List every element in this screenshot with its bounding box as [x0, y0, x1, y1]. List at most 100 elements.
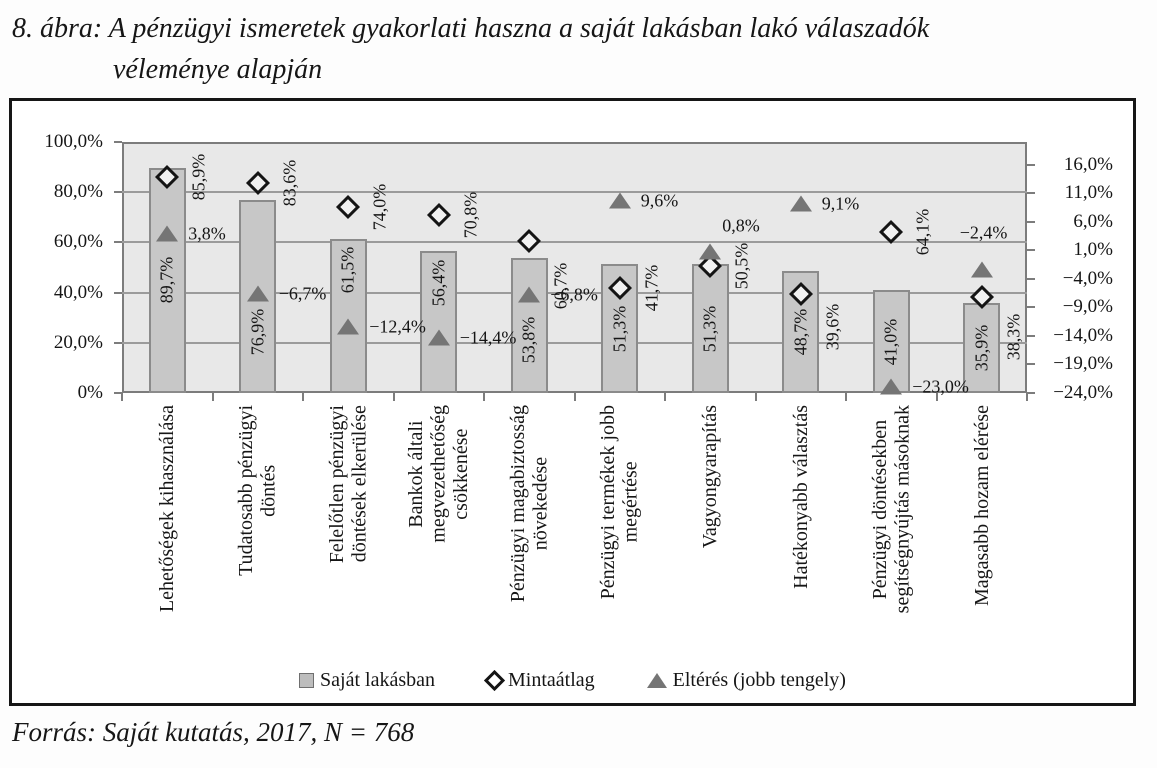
axis-tick — [121, 393, 123, 401]
axis-tick — [1027, 277, 1035, 280]
bar-value-label: 61,5% — [337, 246, 358, 294]
bar — [872, 290, 910, 393]
triangle-marker — [970, 261, 993, 278]
gridline — [122, 241, 1027, 244]
figure-title-line1: 8. ábra: A pénzügyi ismeretek gyakorlati… — [12, 13, 930, 44]
right-axis-tick-label: 16,0% — [1063, 153, 1113, 175]
bar — [963, 302, 1001, 393]
category-label-cell: Hatékonyabb választás — [756, 405, 847, 655]
category-label: Lehetőségek kihasználása — [156, 405, 179, 613]
triangle-marker — [608, 192, 631, 209]
axis-tick — [1026, 393, 1028, 401]
legend-diamond-icon — [483, 669, 506, 691]
figure-title: 8. ábra: A pénzügyi ismeretek gyakorlati… — [12, 8, 929, 90]
left-axis-tick-label: 0% — [77, 382, 103, 403]
axis-tick — [114, 392, 122, 394]
triangle-value-label: −12,4% — [369, 316, 426, 337]
right-axis-tick-label: −14,0% — [1053, 324, 1113, 346]
legend: Saját lakásban Mintaátlag Eltérés (jobb te… — [12, 665, 1133, 695]
triangle-value-label: 3,8% — [188, 223, 226, 244]
bar-value-label: 56,4% — [428, 259, 449, 307]
axis-tick — [114, 291, 122, 294]
diamond-marker — [517, 228, 542, 253]
category-label: Magasabb hozam elérése — [970, 405, 993, 607]
category-label: Pénzügyi magabiztosság növekedése — [506, 405, 552, 603]
axis-tick — [1027, 249, 1035, 252]
bar — [420, 251, 458, 393]
legend-label: Saját lakásban — [320, 668, 436, 691]
axis-tick — [664, 393, 666, 401]
bar-value-label: 35,9% — [971, 324, 992, 372]
right-axis-tick-label: 6,0% — [1073, 210, 1113, 232]
left-axis-tick-label: 40,0% — [53, 281, 103, 303]
bar-value-label: 53,8% — [518, 317, 539, 364]
bar-value-label: 89,7% — [156, 257, 177, 304]
axis-tick — [114, 341, 122, 344]
triangle-value-label: 9,1% — [821, 193, 860, 214]
diamond-value-label: 83,6% — [279, 159, 300, 207]
bar-value-label: 48,7% — [790, 308, 811, 356]
diamond-value-label: 85,9% — [188, 154, 209, 201]
right-axis-tick-label: 1,0% — [1073, 239, 1113, 261]
axis-tick — [302, 393, 304, 401]
triangle-marker — [156, 225, 179, 242]
diamond-value-label: 70,8% — [460, 192, 481, 239]
bar-value-label: 51,3% — [609, 305, 630, 352]
category-label-cell: Pénzügyi magabiztosság növekedése — [484, 405, 575, 655]
triangle-value-label: −23,0% — [912, 376, 969, 397]
triangle-marker — [246, 285, 269, 302]
axis-tick — [1027, 220, 1035, 223]
triangle-value-label: −6,7% — [278, 283, 327, 304]
gridline — [122, 191, 1027, 194]
category-label: Vagyongyarapítás — [699, 405, 722, 549]
triangle-marker — [518, 286, 541, 303]
axis-tick — [935, 393, 938, 401]
figure-title-line2: véleménye alapján — [113, 54, 323, 85]
diamond-value-label: 38,3% — [1003, 313, 1024, 361]
axis-tick — [1027, 192, 1035, 195]
left-axis-tick-label: 60,0% — [53, 231, 103, 253]
right-axis-tick-label: −24,0% — [1053, 382, 1113, 403]
legend-item: Eltérés (jobb tengely) — [646, 669, 846, 692]
category-label: Pénzügyi döntésekben segítségnyújtás más… — [868, 405, 914, 614]
axis-tick — [754, 393, 757, 401]
triangle-marker — [880, 378, 903, 395]
category-label-cell: Bankok általi megvezethetőség csökkenése — [394, 405, 485, 655]
category-label: Pénzügyi termékek jobb megértése — [597, 405, 642, 600]
chart-frame: 89,7% 76,9% 61,5% 56,4% 53,8% 51,3% 51,3% 48,7%… — [9, 98, 1136, 706]
axis-tick — [211, 393, 214, 401]
diamond-marker — [426, 203, 451, 228]
axis-tick — [1027, 363, 1035, 366]
right-axis-tick-label: 11,0% — [1064, 182, 1113, 204]
legend-square-icon — [299, 672, 315, 688]
diamond-value-label: 50,5% — [731, 242, 752, 290]
left-axis-tick-label: 100,0% — [44, 131, 103, 152]
gridline — [122, 341, 1027, 344]
bar — [510, 257, 548, 393]
axis-tick — [573, 393, 576, 401]
legend-item: Saját lakásban — [299, 669, 435, 692]
legend-label: Mintaátlag — [508, 668, 595, 691]
right-axis-tick-label: −9,0% — [1062, 296, 1113, 318]
category-label: Felelőtlen pénzügyi döntések elkerülése — [325, 405, 371, 564]
bar-value-label: 51,3% — [699, 305, 720, 352]
left-axis-tick-label: 20,0% — [53, 331, 103, 353]
triangle-marker — [337, 318, 360, 335]
category-label-cell: Tudatosabb pénzügyi döntés — [213, 405, 304, 655]
right-axis-tick-label: −19,0% — [1053, 353, 1113, 375]
bar — [239, 199, 277, 393]
triangle-marker — [427, 329, 450, 346]
axis-tick — [1027, 163, 1035, 166]
category-label: Bankok általi megvezethetőség csökkenése — [405, 405, 472, 543]
axis-tick — [392, 393, 395, 401]
bar-value-label: 76,9% — [247, 309, 268, 356]
bar-value-label: 41,0% — [880, 318, 901, 365]
diamond-value-label: 41,7% — [641, 265, 662, 312]
axis-tick — [1027, 306, 1035, 309]
gridline — [122, 291, 1027, 294]
triangle-value-label: −14,4% — [459, 327, 517, 348]
category-label: Hatékonyabb választás — [789, 405, 812, 589]
triangle-value-label: 9,6% — [640, 190, 679, 211]
category-label-cell: Lehetőségek kihasználása — [122, 405, 213, 655]
diamond-marker — [336, 195, 361, 220]
